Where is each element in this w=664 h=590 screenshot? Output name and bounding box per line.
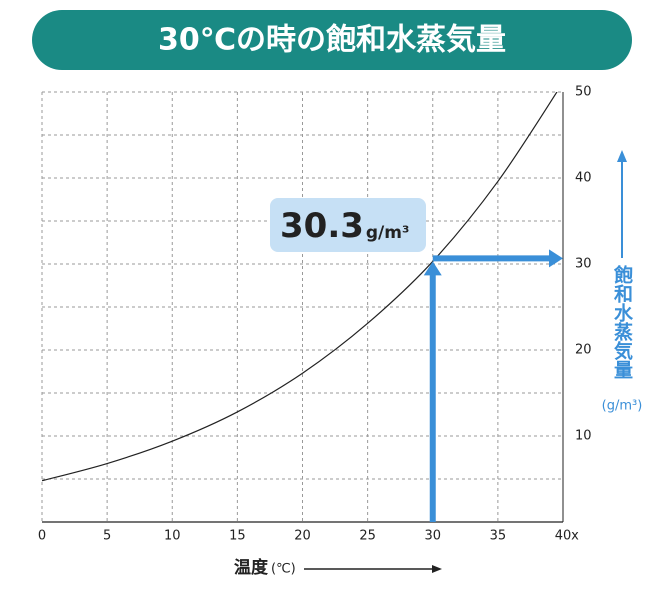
- chart-title: 30℃の時の飽和水蒸気量: [158, 23, 506, 58]
- value-unit: g/m³: [366, 223, 410, 243]
- x-axis-unit: (℃): [271, 562, 296, 577]
- x-axis-label: 温度: [234, 557, 269, 578]
- x-axis-end-label: x: [571, 529, 579, 544]
- value-box: [270, 198, 426, 252]
- y-tick-label: 50: [575, 85, 592, 100]
- x-tick-label: 0: [38, 529, 46, 544]
- curve: [42, 92, 558, 482]
- x-tick-label: 15: [229, 529, 246, 544]
- x-tick-label: 25: [359, 529, 376, 544]
- x-tick-label: 30: [424, 529, 441, 544]
- value-number: 30.3: [280, 206, 364, 246]
- arrow-head: [549, 249, 563, 268]
- y-tick-label: 30: [575, 257, 592, 272]
- x-tick-label: 5: [103, 529, 111, 544]
- x-tick-label: 20: [294, 529, 311, 544]
- x-tick-label: 40: [555, 529, 572, 544]
- y-axis-label: 飽和水蒸気量: [611, 264, 634, 379]
- y-tick-label: 40: [575, 171, 592, 186]
- arrow-head: [423, 261, 442, 276]
- value-label: 30.3 g/m³: [280, 206, 409, 246]
- x-tick-label: 35: [490, 529, 507, 544]
- y-tick-label: 20: [575, 343, 592, 358]
- y-axis-unit: (g/m³): [602, 399, 643, 414]
- y-tick-label: 10: [575, 429, 592, 444]
- arrow-head: [617, 150, 627, 162]
- title-banner: [32, 10, 632, 70]
- arrow-head: [432, 565, 442, 573]
- x-tick-label: 10: [164, 529, 181, 544]
